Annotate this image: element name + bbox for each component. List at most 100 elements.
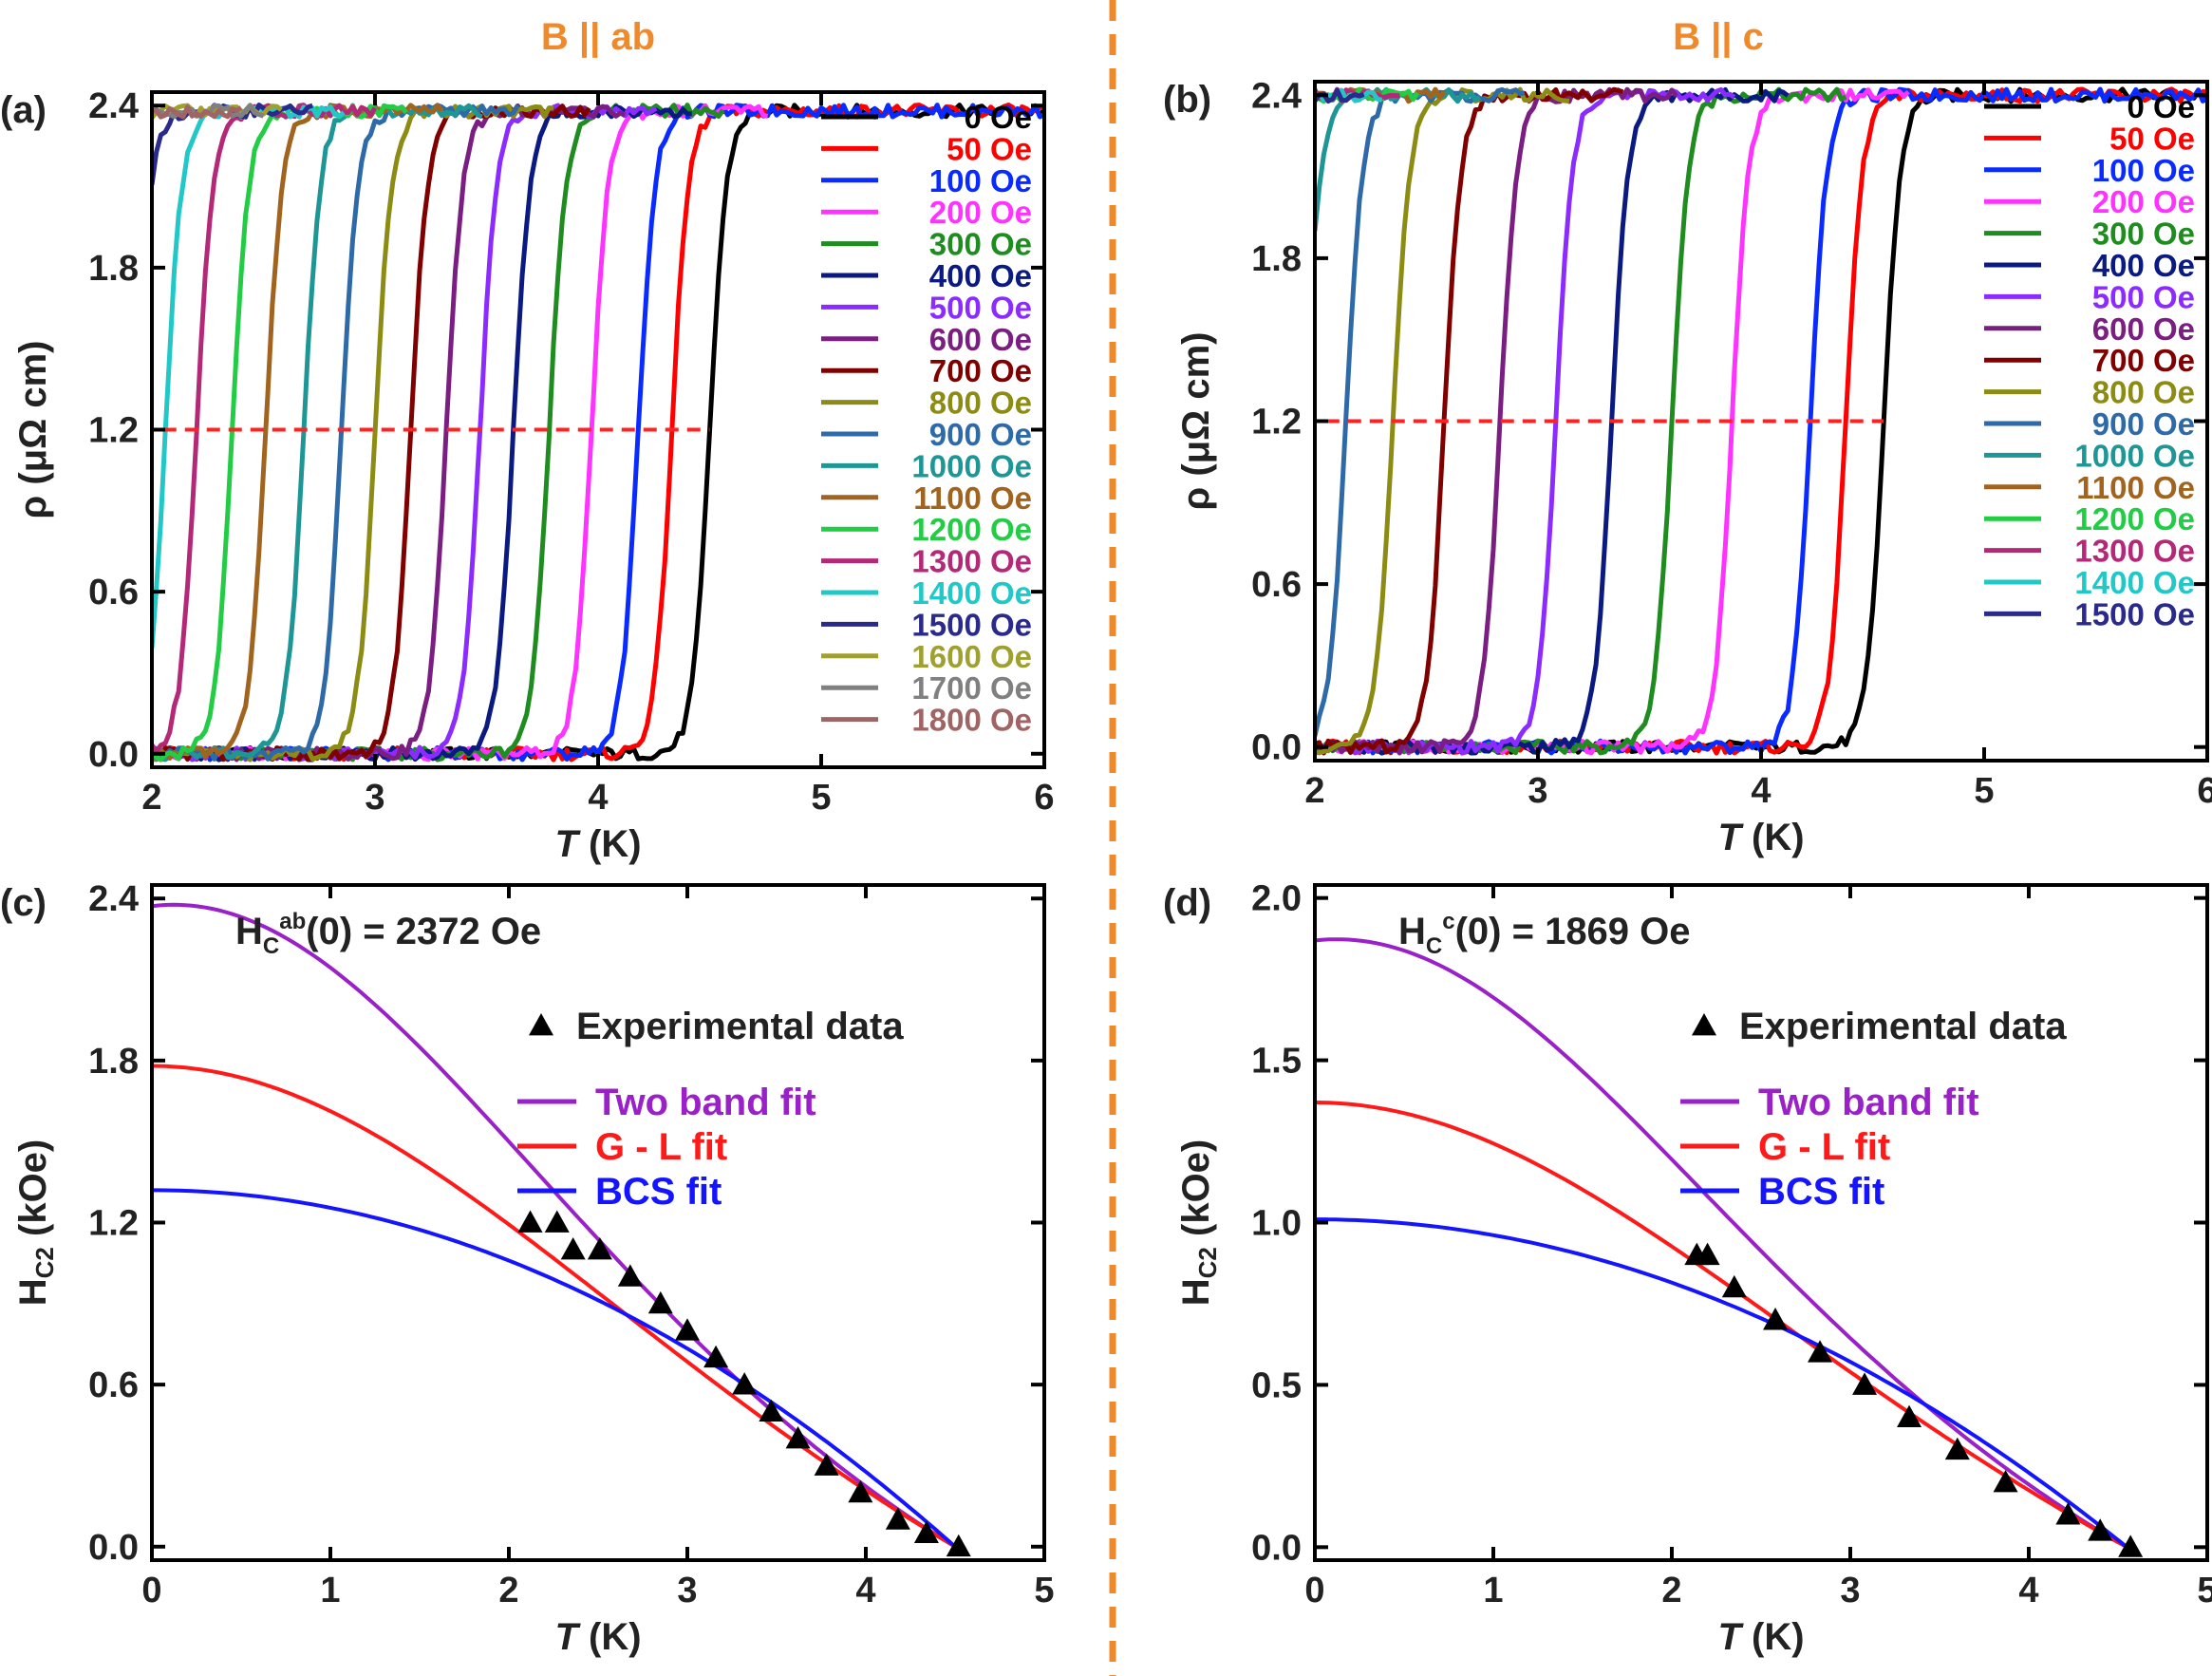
- series-line-700-oe: [1315, 86, 1623, 756]
- experimental-data-point: [785, 1426, 811, 1449]
- x-tick-label: 3: [1528, 771, 1547, 811]
- experimental-data-point: [647, 1290, 673, 1314]
- series-line-1800-oe: [152, 104, 243, 120]
- y-axis-label-symbol: H: [12, 1278, 54, 1306]
- y-axis-label: ρ (μΩ cm): [12, 341, 54, 519]
- curves: [152, 103, 1044, 763]
- legend-label-400-oe: 400 Oe: [929, 258, 1032, 293]
- y-tick-label: 2.4: [88, 879, 139, 919]
- annotation-value: (0) = 2372 Oe: [306, 911, 541, 952]
- legend-label-1400-oe: 1400 Oe: [2074, 565, 2195, 600]
- legend-label-50-oe: 50 Oe: [2109, 121, 2195, 156]
- annotation-value: (0) = 1869 Oe: [1455, 911, 1691, 952]
- y-tick-label: 1.2: [1251, 403, 1302, 443]
- legend-label-1800-oe: 1800 Oe: [911, 703, 1032, 738]
- x-axis-label-symbol: T: [1717, 817, 1744, 858]
- legend-label-1100-oe: 1100 Oe: [2076, 470, 2195, 505]
- y-tick-label: 0.5: [1251, 1365, 1302, 1405]
- annotation-subscript: C: [1426, 933, 1442, 959]
- y-axis-label: HC2 (kOe): [1175, 1139, 1222, 1307]
- plot-frame: [1313, 80, 2209, 763]
- series-line-100-oe: [1315, 86, 2207, 756]
- x-tick-label: 3: [365, 778, 384, 818]
- legend-label-0-oe: 0 Oe: [2127, 89, 2195, 124]
- x-tick-label: 0: [1304, 1571, 1324, 1610]
- legend-label-1000-oe: 1000 Oe: [2074, 438, 2195, 473]
- y-axis-label-unit: (kOe): [1175, 1139, 1217, 1247]
- experimental-data-point: [703, 1345, 729, 1368]
- fit-line-g-l-fit: [151, 1064, 957, 1549]
- experimental-data-point: [913, 1520, 939, 1543]
- legend-label-800-oe: 800 Oe: [2092, 375, 2195, 410]
- experimental-data-point: [814, 1453, 839, 1476]
- legend-label-1500-oe: 1500 Oe: [911, 607, 1032, 642]
- y-tick-label: 1.8: [1251, 239, 1302, 279]
- legend-label-two-band-fit: Two band fit: [1758, 1082, 1979, 1123]
- x-tick-label: 0: [141, 1571, 161, 1610]
- legend-swatch-experimental-data: [1692, 1013, 1716, 1036]
- legend-label-1400-oe: 1400 Oe: [911, 575, 1032, 611]
- panel-label: (c): [0, 882, 47, 924]
- x-tick-label: 5: [2197, 1571, 2212, 1610]
- series-line-0-oe: [152, 103, 1044, 763]
- experimental-data-point: [1721, 1274, 1747, 1298]
- x-tick-label: 3: [677, 1571, 697, 1610]
- plot-frame: [150, 883, 1046, 1562]
- legend-label-experimental-data: Experimental data: [576, 1006, 904, 1047]
- legend-label-experimental-data: Experimental data: [1739, 1006, 2067, 1047]
- experimental-data-point: [759, 1399, 784, 1422]
- x-tick-label: 3: [1840, 1571, 1860, 1610]
- x-axis-label-unit: (K): [578, 823, 642, 865]
- experimental-data-point: [544, 1210, 570, 1233]
- legend-label-700-oe: 700 Oe: [2092, 343, 2195, 378]
- legend-label-900-oe: 900 Oe: [929, 417, 1032, 452]
- y-tick-label: 1.0: [1251, 1204, 1302, 1244]
- legend-label-400-oe: 400 Oe: [2092, 248, 2195, 283]
- x-axis-label-symbol: T: [554, 1616, 581, 1658]
- annotation-superscript: c: [1442, 909, 1454, 934]
- experimental-data-point: [2088, 1518, 2113, 1541]
- legend-label-0-oe: 0 Oe: [964, 100, 1032, 135]
- legend-label-600-oe: 600 Oe: [929, 322, 1032, 357]
- experimental-data-point: [675, 1318, 700, 1341]
- experimental-data-point: [1897, 1404, 1922, 1427]
- y-tick-label: 2.4: [88, 86, 139, 126]
- annotation-symbol: H: [1398, 911, 1426, 952]
- legend-swatch-experimental-data: [529, 1013, 553, 1036]
- experimental-data-point: [1684, 1242, 1710, 1266]
- x-tick-label: 4: [2018, 1571, 2038, 1610]
- legend-label-1300-oe: 1300 Oe: [2074, 534, 2195, 569]
- x-axis-label: T (K): [554, 823, 641, 865]
- x-tick-label: 4: [855, 1571, 875, 1610]
- y-tick-label: 1.8: [88, 249, 139, 289]
- experimental-data-point: [848, 1479, 873, 1503]
- plot-frame: [1313, 883, 2209, 1562]
- legend-label-300-oe: 300 Oe: [2092, 217, 2195, 252]
- x-axis-label: T (K): [1717, 1616, 1804, 1658]
- legend-label-bcs-fit: BCS fit: [595, 1171, 722, 1213]
- y-axis-label-subscript: C2: [30, 1247, 59, 1278]
- experimental-data-point: [2055, 1502, 2081, 1525]
- panel-a-resistivity-ab: ρ (μΩ cm) 2 3 4 5 6 0.0 0.6 1.2 1.8 2.4 (a) T (K) 0 O…: [0, 86, 1055, 865]
- panel-b-resistivity-c: ρ (μΩ cm) 2 3 4 5 6 0.0 0.6 1.2 1.8 2.4 (b) T (K) 0 O…: [1163, 76, 2212, 858]
- x-tick-label: 4: [1751, 771, 1771, 811]
- experimental-data-point: [1993, 1469, 2018, 1493]
- x-tick-label: 2: [498, 1571, 518, 1610]
- series-line-900-oe: [1315, 86, 1526, 737]
- legend-label-1700-oe: 1700 Oe: [911, 670, 1032, 706]
- series-line-0-oe: [1315, 86, 2207, 756]
- experimental-data-point: [517, 1210, 543, 1233]
- y-tick-label: 0.6: [88, 1365, 139, 1405]
- y-axis-label-subscript: C2: [1193, 1247, 1222, 1278]
- x-tick-label: 1: [1483, 1571, 1503, 1610]
- y-axis-label: HC2 (kOe): [12, 1139, 59, 1307]
- x-tick-label: 2: [1304, 771, 1324, 811]
- curves: [1315, 86, 2207, 756]
- legend-label-600-oe: 600 Oe: [2092, 311, 2195, 347]
- y-tick-label: 0.0: [1251, 728, 1302, 768]
- annotation-subscript: C: [263, 933, 279, 959]
- legend-label-1200-oe: 1200 Oe: [911, 512, 1032, 547]
- legend-label-g-l-fit: G - L fit: [1758, 1126, 1890, 1168]
- legend-label-900-oe: 900 Oe: [2092, 406, 2195, 442]
